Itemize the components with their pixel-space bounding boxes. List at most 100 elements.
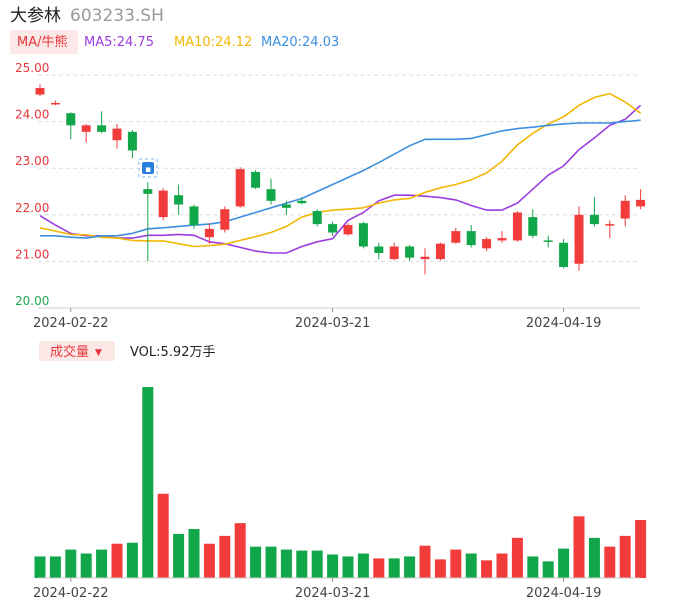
y-tick-label: 21.00 (15, 247, 49, 261)
candle-body (636, 199, 646, 207)
candle-body (174, 195, 184, 205)
candle-body (405, 246, 415, 258)
candle-body (251, 171, 261, 188)
volume-bar (65, 549, 77, 578)
stock-code: 603233.SH (70, 6, 164, 26)
volume-bar (388, 558, 400, 578)
volume-x-tick-label: 2024-03-21 (295, 586, 371, 601)
candle-body (451, 231, 461, 243)
marker-glyph: ▪ (145, 165, 151, 175)
volume-bar (327, 554, 339, 578)
x-tick-label: 2024-04-19 (526, 316, 602, 331)
candle-body (559, 242, 569, 267)
ma-line-ma20 (40, 119, 641, 239)
volume-bar (203, 543, 215, 578)
candle-body (158, 190, 168, 218)
ma-lines (39, 92, 642, 254)
volume-bar (234, 523, 246, 578)
candle-body (204, 228, 214, 238)
volume-value-label: VOL:5.92万手 (130, 345, 215, 360)
volume-bar (157, 493, 169, 578)
candle-body (235, 169, 245, 207)
selection-marker[interactable]: ▪ (138, 158, 158, 178)
volume-bar (173, 533, 185, 578)
volume-bar (404, 556, 416, 578)
ma-toggle-button[interactable]: MA/牛熊 (17, 34, 68, 50)
volume-bar (635, 520, 647, 578)
volume-bar (219, 535, 231, 578)
volume-bar (419, 545, 431, 578)
volume-bar (311, 550, 323, 578)
x-tick-label: 2024-03-21 (295, 316, 371, 331)
candle-body (497, 238, 507, 241)
candle-body (297, 200, 307, 204)
ma-line-ma5 (39, 104, 642, 254)
volume-bar (573, 516, 585, 578)
volume-bars (34, 387, 647, 578)
volume-bar (126, 542, 138, 578)
volume-bar (111, 543, 123, 578)
volume-bar (434, 559, 446, 578)
candle-body (50, 102, 60, 105)
y-tick-label: 25.00 (15, 61, 49, 75)
candle-body (543, 240, 553, 242)
volume-bar (465, 553, 477, 578)
volume-bar (265, 546, 277, 578)
volume-toggle-button[interactable]: 成交量 (50, 344, 89, 360)
volume-bar (481, 560, 493, 578)
ma10-legend: MA10:24.12 (174, 35, 252, 50)
volume-bar (34, 556, 46, 578)
candles (35, 84, 646, 275)
volume-bar (96, 549, 108, 578)
volume-dropdown-icon[interactable]: ▼ (95, 348, 102, 358)
candle-body (528, 217, 538, 236)
candle-body (328, 224, 338, 233)
volume-x-ticks: 2024-02-22 2024-03-21 2024-04-19 (33, 577, 640, 601)
candle-body (466, 231, 476, 246)
candle-body (389, 246, 399, 260)
marker-icon[interactable] (142, 162, 154, 174)
ma20-legend: MA20:24.03 (261, 35, 339, 50)
y-tick-label: 24.00 (15, 108, 49, 122)
y-tick-label: 20.00 (15, 294, 49, 308)
volume-bar (450, 549, 462, 578)
candle-body (189, 206, 199, 226)
candle-body (127, 131, 137, 151)
candle-body (374, 246, 384, 254)
candle-body (605, 224, 615, 226)
stock-name: 大参林 (10, 6, 61, 26)
ma5-legend: MA5:24.75 (84, 35, 154, 50)
candle-body (358, 223, 368, 247)
y-tick-label: 23.00 (15, 154, 49, 168)
candle-body (574, 214, 584, 264)
volume-bar (373, 558, 385, 578)
candle-body (343, 225, 353, 235)
price-x-ticks: 2024-02-22 2024-03-21 2024-04-19 (33, 308, 601, 331)
price-grid (38, 74, 640, 309)
volume-bar (296, 550, 308, 578)
candle-body (143, 189, 153, 194)
marker-frame (138, 158, 158, 178)
volume-bar (342, 556, 354, 578)
volume-x-tick-label: 2024-04-19 (526, 586, 602, 601)
volume-bar (604, 546, 616, 578)
volume-bar (142, 387, 154, 578)
volume-bar (80, 553, 92, 578)
candle-body (66, 113, 76, 126)
y-tick-label: 22.00 (15, 201, 49, 215)
candle-body (435, 243, 445, 260)
candle-body (512, 212, 522, 241)
volume-bar (558, 548, 570, 578)
volume-toggle-button-bg[interactable] (39, 341, 115, 361)
candle-body (81, 125, 91, 132)
volume-bar (280, 549, 292, 578)
price-y-ticks: 25.00 24.00 23.00 22.00 21.00 20.00 (15, 61, 49, 308)
candle-body (266, 189, 276, 201)
volume-bar (511, 537, 523, 578)
candle-body (620, 200, 630, 219)
volume-bar (496, 553, 508, 578)
ma-toggle-button-bg[interactable] (10, 30, 78, 54)
volume-bar (49, 556, 61, 578)
candle-body (589, 214, 599, 225)
